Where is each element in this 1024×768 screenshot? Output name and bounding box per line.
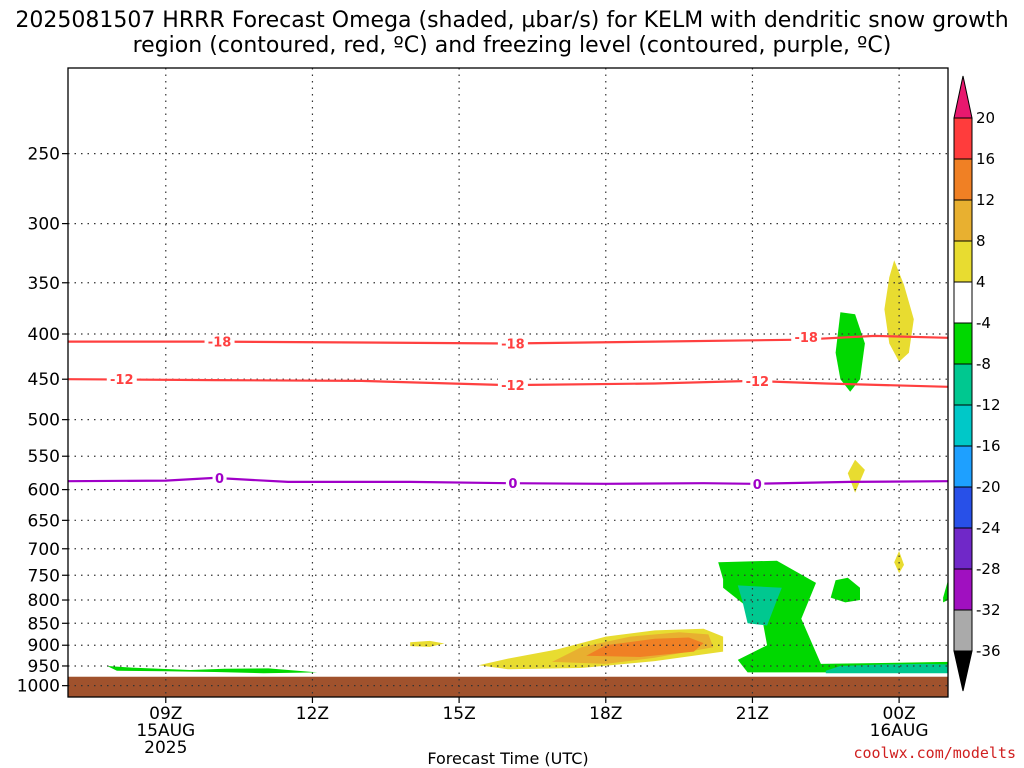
y-tick-label-350: 350 <box>28 274 60 294</box>
omega-shading <box>107 260 948 674</box>
contour-lines <box>67 334 949 485</box>
ground-fill <box>68 676 948 697</box>
omega-region-5 <box>847 459 865 493</box>
y-tick-label-1000: 1000 <box>17 677 60 697</box>
x-tick-date-00Z: 16AUG <box>870 721 929 741</box>
y-tick-label-300: 300 <box>28 215 60 235</box>
colorbar-swatch-11 <box>953 568 973 611</box>
chart-title: 2025081507 HRRR Forecast Omega (shaded, … <box>15 8 1009 58</box>
contour-line--18-0 <box>68 334 949 345</box>
credit-text: coolwx.com/modelts <box>853 744 1016 762</box>
y-tick-label-250: 250 <box>28 145 60 165</box>
omega-region-2 <box>586 637 704 657</box>
contour-label-bg-4 <box>497 378 528 393</box>
colorbar-label-11: -28 <box>976 560 1001 578</box>
contour-label-bg-8 <box>750 476 765 491</box>
y-tick-label-850: 850 <box>28 614 60 634</box>
contour-label-6: 0 <box>215 472 224 487</box>
grid-lines <box>68 68 948 697</box>
colorbar-swatch-1 <box>953 158 973 201</box>
colorbar-label-6: -8 <box>976 355 991 373</box>
contour-label-bg-7 <box>505 476 520 491</box>
contour-label-7: 0 <box>508 477 517 492</box>
contour-label-bg-1 <box>497 336 528 351</box>
contour-label-5: -12 <box>746 375 770 390</box>
colorbar-swatch-8 <box>953 445 973 488</box>
omega-region-10 <box>943 580 948 603</box>
colorbar-swatch-5 <box>953 322 973 365</box>
colorbar-label-2: 12 <box>976 191 995 209</box>
colorbar-swatch-12 <box>953 609 973 652</box>
contour-label-bg-5 <box>742 373 773 388</box>
contour-label-2: -18 <box>794 331 818 346</box>
colorbar-swatch-3 <box>953 240 973 283</box>
x-tick-date-09Z: 15AUG <box>136 721 195 741</box>
colorbar-label-7: -12 <box>976 396 1001 414</box>
contour-label-bg-2 <box>791 329 822 344</box>
y-tick-label-950: 950 <box>28 657 60 677</box>
omega-region-12 <box>737 585 782 626</box>
x-tick-label-12Z: 12Z <box>296 704 329 724</box>
omega-region-4 <box>884 260 914 362</box>
omega-region-8 <box>835 312 865 392</box>
colorbar-swatch-4 <box>953 281 973 324</box>
colorbar-swatch-2 <box>953 199 973 242</box>
contour-label-0: -18 <box>208 336 232 351</box>
colorbar-label-4: 4 <box>976 273 986 291</box>
contour-labels: -18 -18 -18 -12 -12 -12 0 0 0 <box>106 329 822 493</box>
contour-label-4: -12 <box>501 379 525 394</box>
colorbar: 20 16 12 8 4 -4 -8 -12 -16 -20 -24 -28 -32 -36 <box>953 75 1001 692</box>
y-tick-label-900: 900 <box>28 636 60 656</box>
colorbar-label-13: -36 <box>976 642 1001 660</box>
y-tick-label-600: 600 <box>28 481 60 501</box>
colorbar-label-9: -20 <box>976 478 1001 496</box>
colorbar-top-arrow <box>953 75 973 119</box>
omega-region-13 <box>825 663 948 674</box>
colorbar-label-1: 16 <box>976 150 995 168</box>
x-tick-label-21Z: 21Z <box>736 704 769 724</box>
contour-label-bg-3 <box>106 372 137 387</box>
plot-frame <box>67 67 949 698</box>
colorbar-label-12: -32 <box>976 601 1001 619</box>
y-tick-label-450: 450 <box>28 370 60 390</box>
colorbar-label-10: -24 <box>976 519 1001 537</box>
colorbar-label-5: -4 <box>976 314 991 332</box>
colorbar-label-3: 8 <box>976 232 986 250</box>
y-tick-label-750: 750 <box>28 566 60 586</box>
x-tick-label-15Z: 15Z <box>442 704 475 724</box>
colorbar-bottom-arrow <box>953 650 973 692</box>
colorbar-swatch-0 <box>953 117 973 160</box>
omega-region-3 <box>410 640 445 647</box>
x-tick-year-09Z: 2025 <box>144 738 187 758</box>
contour-line--12-1 <box>67 378 949 388</box>
x-tick-label-18Z: 18Z <box>589 704 622 724</box>
colorbar-swatch-10 <box>953 527 973 570</box>
colorbar-label-8: -16 <box>976 437 1001 455</box>
omega-region-7 <box>107 666 318 674</box>
colorbar-label-0: 20 <box>976 109 995 127</box>
y-tick-label-400: 400 <box>28 325 60 345</box>
omega-region-9 <box>830 577 860 603</box>
x-tick-label-00Z: 00Z <box>882 704 915 724</box>
y-tick-label-550: 550 <box>28 447 60 467</box>
y-axis-ticks: 2503003504004505005506006507007508008509… <box>17 145 68 697</box>
colorbar-swatch-6 <box>953 363 973 406</box>
contour-label-bg-0 <box>204 334 235 349</box>
y-tick-label-700: 700 <box>28 540 60 560</box>
contour-label-8: 0 <box>753 478 762 493</box>
contour-label-3: -12 <box>110 373 134 388</box>
y-tick-label-500: 500 <box>28 411 60 431</box>
colorbar-swatch-7 <box>953 404 973 447</box>
y-tick-label-800: 800 <box>28 591 60 611</box>
contour-label-bg-6 <box>212 470 227 485</box>
y-tick-label-650: 650 <box>28 511 60 531</box>
x-tick-label-09Z: 09Z <box>149 704 182 724</box>
x-axis-label: Forecast Time (UTC) <box>427 749 588 768</box>
colorbar-swatch-9 <box>953 486 973 529</box>
contour-label-1: -18 <box>501 337 525 352</box>
